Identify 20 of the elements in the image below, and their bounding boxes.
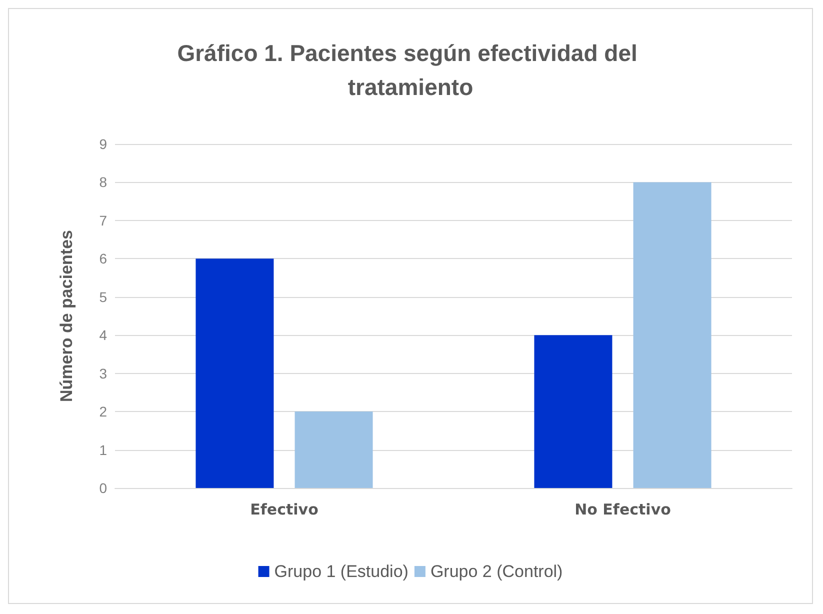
bar [534,335,612,488]
y-tick-label: 4 [99,327,108,344]
legend-label: Grupo 1 (Estudio) [274,562,408,581]
chart-title: Gráfico 1. Pacientes según efectividad del tratamiento [177,40,644,100]
x-tick-label: No Efectivo [574,500,671,518]
bar [196,258,274,488]
x-tick-label: Efectivo [250,500,318,518]
y-tick-label: 2 [99,404,108,420]
y-tick-label: 3 [99,365,108,382]
bar [633,182,712,488]
legend-label: Grupo 2 (Control) [430,562,563,581]
y-tick-label: 8 [99,174,108,190]
y-tick-label: 7 [99,212,108,228]
y-tick-label: 5 [99,288,108,305]
y-tick-label: 0 [99,480,108,496]
y-axis-title: Número de pacientes [57,230,76,402]
bar [294,412,373,488]
y-tick-label: 9 [99,136,108,152]
y-tick-label: 1 [99,442,108,458]
y-tick-label: 6 [99,250,108,267]
